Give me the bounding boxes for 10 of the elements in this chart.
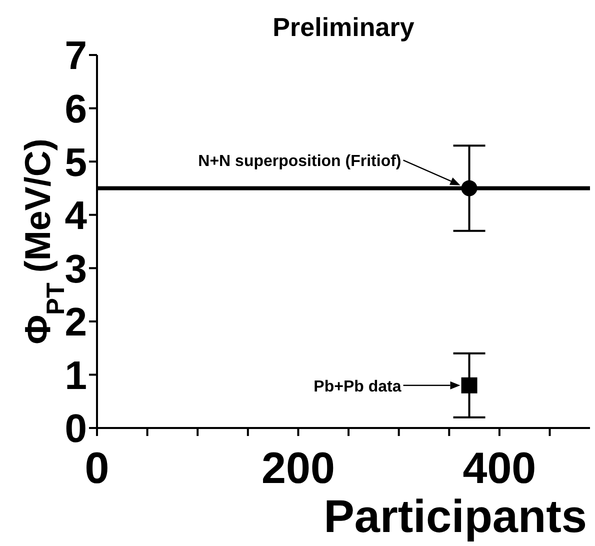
y-tick-label: 3 <box>64 247 87 292</box>
y-tick-label: 6 <box>64 87 87 132</box>
y-tick-label: 1 <box>64 354 87 398</box>
y-tick-label: 5 <box>64 140 87 185</box>
annotation: Pb+Pb data <box>314 378 402 396</box>
chart-title: Preliminary <box>272 12 415 42</box>
annotation: N+N superposition (Fritiof) <box>198 153 402 170</box>
y-tick-label: 7 <box>64 34 87 78</box>
y-tick-label: 4 <box>64 194 88 238</box>
y-tick-label: 0 <box>64 407 87 452</box>
